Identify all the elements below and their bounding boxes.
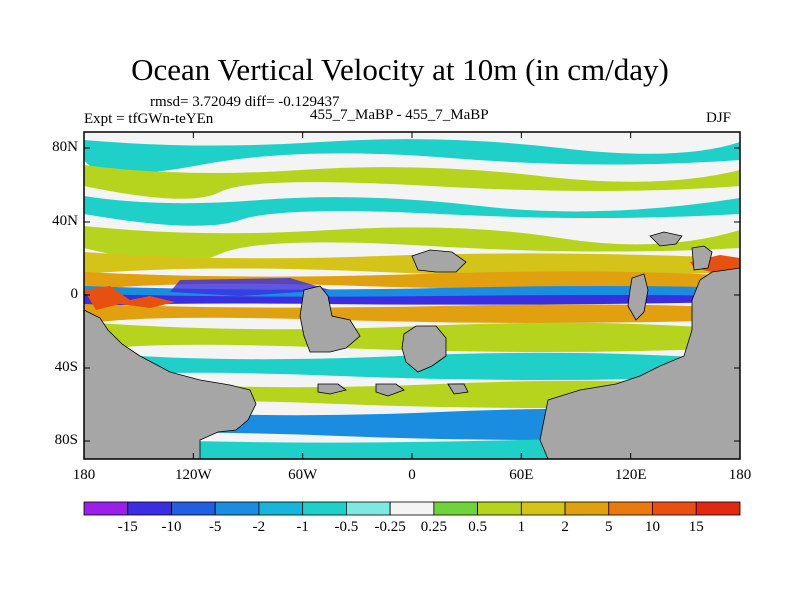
land-australia-antarctica-east (539, 267, 740, 459)
ocean-band-9 (84, 304, 740, 324)
x-tick-label: 120W (174, 467, 212, 483)
land-east-peninsula (627, 273, 649, 321)
experiment-label: Expt = tfGWn-teYEn (84, 111, 214, 127)
center-label: 455_7_MaBP - 455_7_MaBP (310, 107, 489, 123)
land-north-island (411, 249, 467, 273)
land-south-america-west (84, 309, 257, 459)
colorbar-swatch-6 (345, 501, 391, 516)
land-east-coast-island (691, 245, 713, 271)
ocean-band-4 (84, 226, 740, 262)
colorbar-label: 0.25 (420, 519, 447, 535)
colorbar-label: 5 (605, 519, 613, 535)
land-mask (84, 231, 740, 459)
colorbar-swatch-10 (520, 501, 566, 516)
colorbar (83, 501, 741, 516)
ocean-band-2 (84, 165, 740, 199)
ocean-hotspot-west (84, 286, 175, 310)
colorbar-swatch-4 (258, 501, 304, 516)
colorbar-label: -15 (117, 519, 138, 535)
colorbar-label: 15 (688, 519, 704, 535)
colorbar-swatch-9 (477, 501, 522, 516)
colorbar-label: -1 (296, 519, 309, 535)
ocean-band-6 (84, 271, 740, 290)
colorbar-swatch-1 (127, 501, 172, 516)
longitude-axis (83, 132, 741, 459)
latitude-axis (84, 147, 740, 442)
stats-label: rmsd= 3.72049 diff= -0.129437 (150, 94, 340, 110)
colorbar-swatch-2 (171, 501, 216, 516)
x-tick-label: 60E (509, 467, 534, 483)
colorbar-swatch-13 (652, 501, 697, 516)
x-tick-label: 60W (288, 467, 318, 483)
colorbar-swatch-3 (214, 501, 260, 516)
land-southern-islet-b (375, 383, 405, 397)
ocean-band-1 (84, 139, 740, 174)
colorbar-label: 0.5 (468, 519, 487, 535)
colorbar-label: -10 (161, 519, 182, 535)
colorbar-swatch-14 (695, 501, 741, 516)
ocean-band-8 (84, 294, 740, 308)
colorbar-label: -2 (252, 519, 266, 535)
season-label: DJF (706, 110, 732, 126)
ocean-equatorial-upwelling (170, 278, 330, 296)
colorbar-swatch-0 (83, 501, 129, 516)
colorbar-label: -5 (208, 519, 222, 535)
land-southern-islet-a (317, 383, 347, 395)
y-tick-label: 80S (54, 432, 78, 448)
colorbar-label: 2 (561, 519, 569, 535)
land-central-continent-a (299, 285, 361, 353)
x-tick-label: 0 (408, 467, 416, 483)
colorbar-swatch-5 (302, 501, 347, 516)
colorbar-label: 1 (517, 519, 526, 535)
land-southern-islet-c (447, 383, 469, 395)
y-tick-label: 40S (54, 359, 78, 375)
colorbar-swatch-7 (389, 501, 435, 516)
ocean-band-5 (84, 252, 740, 276)
colorbar-label: -0.25 (374, 519, 406, 535)
land-central-continent-b (401, 325, 447, 373)
land-northeast-island (649, 231, 683, 247)
y-tick-label: 40N (52, 213, 78, 229)
colorbar-label: 10 (645, 519, 661, 535)
map-field (84, 132, 740, 459)
x-tick-label: 180 (72, 467, 96, 483)
ocean-band-3 (84, 196, 740, 226)
y-tick-label: 80N (52, 139, 78, 155)
x-tick-label: 120E (614, 467, 647, 483)
plot-title: Ocean Vertical Velocity at 10m (in cm/da… (131, 52, 669, 87)
x-tick-label: 180 (728, 467, 752, 483)
colorbar-swatch-11 (564, 501, 610, 516)
colorbar-swatch-12 (608, 501, 653, 516)
colorbar-label: -0.5 (334, 519, 359, 535)
y-tick-label: 0 (70, 286, 79, 302)
colorbar-swatch-8 (433, 501, 479, 516)
